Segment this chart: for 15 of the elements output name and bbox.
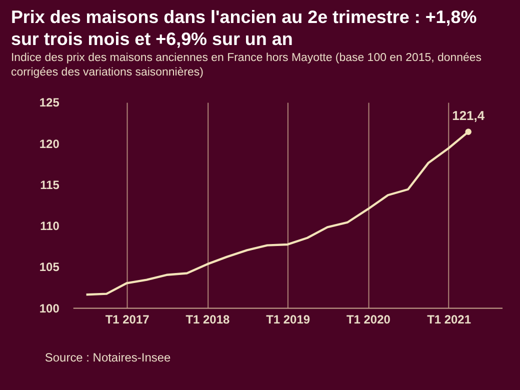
x-tick-label: T1 2018 [186, 312, 230, 326]
y-tick-label: 100 [39, 301, 60, 316]
x-tick-label: T1 2017 [105, 312, 150, 326]
y-tick-label: 120 [39, 136, 60, 151]
x-tick-label: T1 2019 [266, 312, 310, 326]
y-tick-label: 125 [39, 96, 60, 110]
chart-title: Prix des maisons dans l'ancien au 2e trimestre : +1,8% sur trois mois et +6,9% sur un an [10, 6, 477, 49]
x-tick-label: T1 2021 [427, 312, 472, 326]
source-note: Source : Notaires-Insee [44, 350, 171, 365]
data-label: 121,4 [452, 108, 486, 123]
chart-subtitle: Indice des prix des maisons anciennes en France hors Mayotte (base 100 en 2015, données corrigées des variations saisonnières) [10, 52, 482, 79]
y-tick-label: 110 [40, 219, 60, 234]
x-tick-label: T1 2020 [346, 312, 391, 326]
y-tick-label: 115 [40, 178, 60, 192]
y-tick-label: 105 [39, 260, 60, 274]
